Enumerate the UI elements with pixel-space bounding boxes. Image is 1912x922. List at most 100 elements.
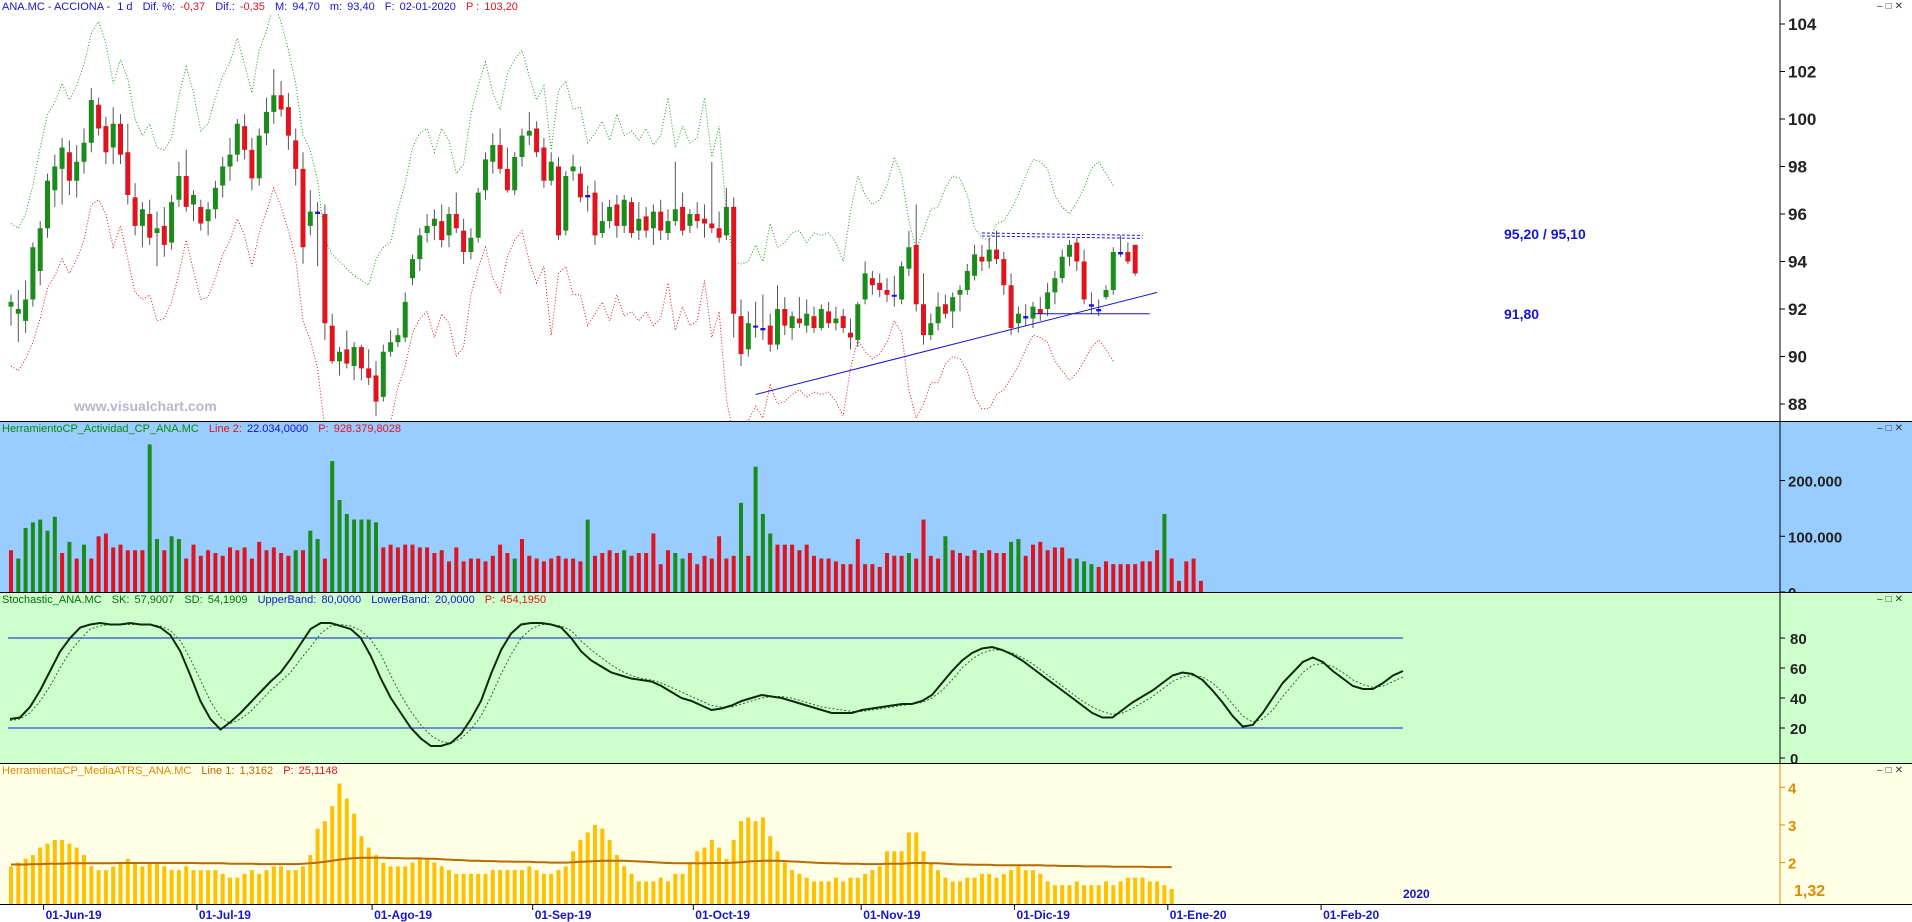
price-pane[interactable]: ANA.MC - ACCIONA - 1 d Dif. %: -0,37 Dif…	[0, 0, 1912, 422]
maximize-button[interactable]: □	[1885, 594, 1895, 605]
volume-bar	[651, 533, 656, 592]
minimize-button[interactable]: ‒	[1877, 423, 1886, 434]
candle	[760, 294, 766, 340]
atr-bar	[264, 870, 269, 904]
volume-bar	[388, 544, 393, 592]
atr-bar	[709, 840, 714, 904]
candle-body	[760, 328, 766, 331]
y-tick-label: 90	[1788, 348, 1807, 367]
volume-bar	[425, 547, 430, 592]
candle-body	[1096, 309, 1102, 312]
stoch-title: Stochastic_ANA.MC	[2, 594, 102, 606]
volume-bar	[1133, 564, 1138, 592]
candle	[329, 313, 335, 364]
resistance-line-2	[981, 235, 1143, 239]
volume-bar	[760, 514, 765, 592]
candle	[183, 149, 189, 212]
atr-bar	[155, 862, 159, 904]
volume-bar	[1184, 561, 1189, 592]
y-tick-label: 100	[1788, 110, 1816, 129]
atr-bar	[483, 873, 488, 904]
candle-body	[1088, 304, 1094, 307]
symbol-label: ANA.MC - ACCIONA -	[2, 1, 111, 13]
candle-body	[227, 154, 233, 167]
candle-body	[658, 211, 664, 231]
stochastic-chart[interactable]: 80 60 40 20 0	[0, 593, 1912, 764]
candle	[1103, 285, 1109, 300]
minimize-button[interactable]: ‒	[1877, 594, 1886, 605]
candle-body	[826, 311, 832, 324]
candle	[1023, 304, 1029, 326]
candle	[643, 206, 649, 238]
candle	[731, 197, 737, 338]
candle-body	[877, 282, 883, 290]
atr-bar	[629, 873, 634, 904]
dif-value: -0,35	[239, 1, 265, 13]
candle-body	[512, 157, 518, 191]
atr-bar	[899, 851, 904, 904]
candle-body	[23, 299, 29, 321]
volume-bar	[198, 555, 203, 592]
stochastic-pane[interactable]: Stochastic_ANA.MC SK: 57,9007 SD: 54,190…	[0, 593, 1912, 764]
candle-body	[629, 202, 634, 233]
volume-bar	[293, 550, 298, 592]
candle-body	[577, 173, 583, 198]
maximize-button[interactable]: □	[1885, 765, 1895, 776]
atr-bar	[556, 870, 561, 904]
watermark: www.visualchart.com	[74, 398, 217, 414]
candle	[1037, 297, 1043, 321]
resistance-line	[981, 232, 1143, 236]
candle-body	[395, 335, 401, 343]
maximize-button[interactable]: □	[1885, 1, 1895, 12]
dif-pct-label: Dif. %:	[142, 1, 176, 13]
last-price-label: P :	[465, 1, 480, 13]
atr-bar	[111, 866, 116, 904]
candle	[103, 116, 109, 165]
candle-body	[132, 197, 138, 226]
volume-chart[interactable]: 200.000 100.000 0	[0, 422, 1912, 593]
candle	[526, 111, 532, 146]
atr-bar	[38, 847, 43, 904]
atr-bar	[950, 881, 955, 904]
atr-bar	[790, 870, 795, 904]
candle	[592, 180, 598, 245]
minimize-button[interactable]: ‒	[1877, 765, 1886, 776]
volume-line-label: Line 2:	[208, 423, 242, 435]
atr-bar	[301, 866, 305, 904]
volume-bar	[622, 550, 627, 592]
atr-bar	[293, 870, 298, 904]
close-button[interactable]: ✕	[1894, 423, 1906, 434]
atr-chart[interactable]: 4 3 2 1,32 2020	[0, 764, 1912, 904]
atr-bar	[1023, 870, 1028, 904]
candle-body	[1001, 259, 1007, 286]
volume-bar	[1147, 561, 1152, 592]
candle-body	[388, 342, 394, 352]
price-chart[interactable]: 95,20 / 95,10 91,80 104 102 100 98 96 94 92 90 88	[0, 0, 1912, 422]
atr-bar	[1125, 877, 1130, 904]
atr-pane[interactable]: HerramientaCP_MediaATRS_ANA.MC Line 1: 1…	[0, 764, 1912, 904]
minimize-button[interactable]: ‒	[1877, 1, 1886, 12]
atr-bar	[169, 870, 174, 904]
atr-bar	[395, 866, 400, 904]
time-tick-label: 01-Jun-19	[46, 908, 102, 922]
candle-body	[183, 176, 189, 207]
close-button[interactable]: ✕	[1894, 765, 1906, 776]
atr-bar	[563, 866, 568, 904]
volume-bar	[644, 553, 649, 592]
candle-body	[942, 304, 948, 314]
candle-body	[446, 214, 452, 236]
candle-body	[278, 95, 284, 110]
volume-bar	[666, 550, 670, 592]
volume-bar	[614, 553, 619, 592]
candle	[796, 297, 802, 328]
maximize-button[interactable]: □	[1885, 423, 1895, 434]
atr-bar	[644, 881, 649, 904]
volume-pane[interactable]: HerramientoCP_Actividad_CP_ANA.MC Line 2…	[0, 422, 1912, 593]
close-button[interactable]: ✕	[1894, 594, 1906, 605]
candle-body	[804, 313, 810, 326]
atr-bar	[921, 851, 926, 904]
atr-bar	[731, 840, 736, 904]
candle-body	[650, 211, 656, 229]
close-button[interactable]: ✕	[1894, 1, 1906, 12]
candle-body	[344, 349, 350, 364]
